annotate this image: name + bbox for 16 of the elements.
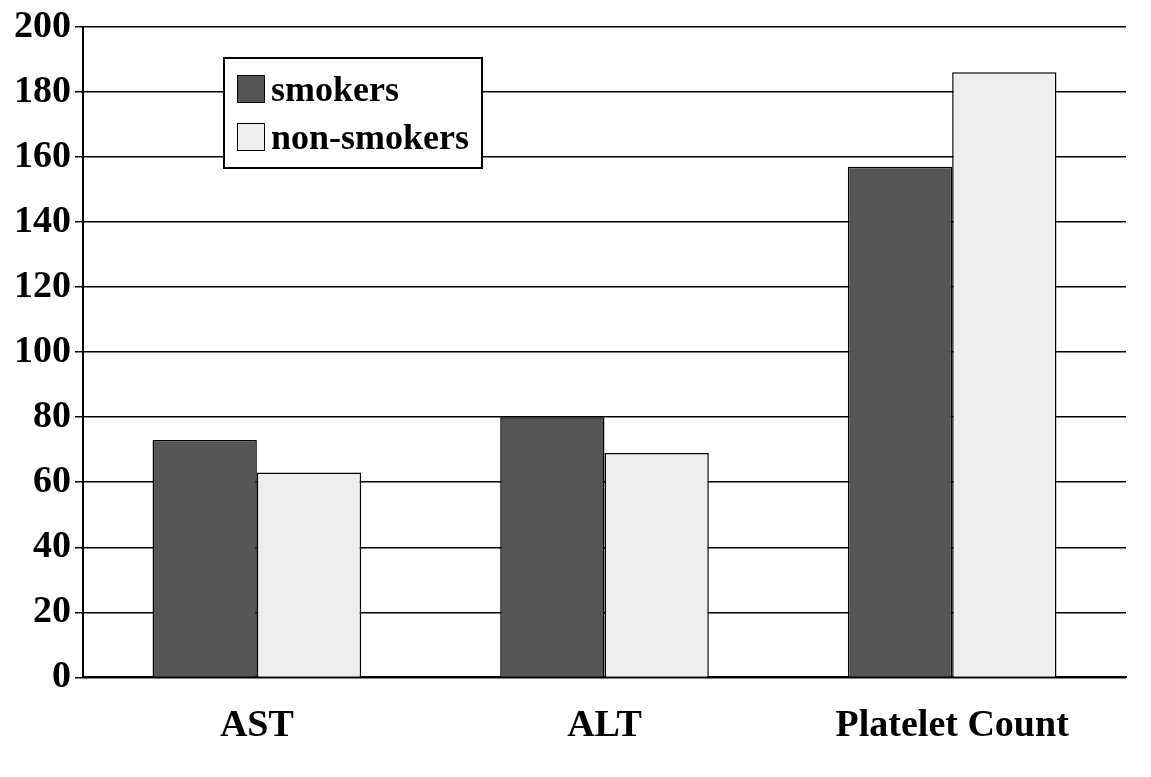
y-tick-label: 160 [14, 132, 71, 175]
y-tick-label: 200 [14, 2, 71, 45]
y-tick-label: 40 [33, 523, 71, 566]
y-tick-label: 100 [14, 327, 71, 370]
y-tick-label: 140 [14, 197, 71, 240]
y-tick-label: 80 [33, 392, 71, 435]
legend-label: smokers [271, 67, 399, 111]
legend-label: non-smokers [271, 115, 470, 159]
x-tick-label: AST [219, 702, 294, 745]
x-tick-label: Platelet Count [835, 702, 1070, 745]
y-tick-label: 20 [33, 588, 71, 631]
y-tick-label: 0 [52, 653, 71, 696]
y-tick-label: 180 [14, 67, 71, 110]
y-tick-label: 60 [33, 458, 71, 501]
y-tick-label: 120 [14, 262, 71, 305]
x-tick-label: ALT [567, 702, 642, 745]
